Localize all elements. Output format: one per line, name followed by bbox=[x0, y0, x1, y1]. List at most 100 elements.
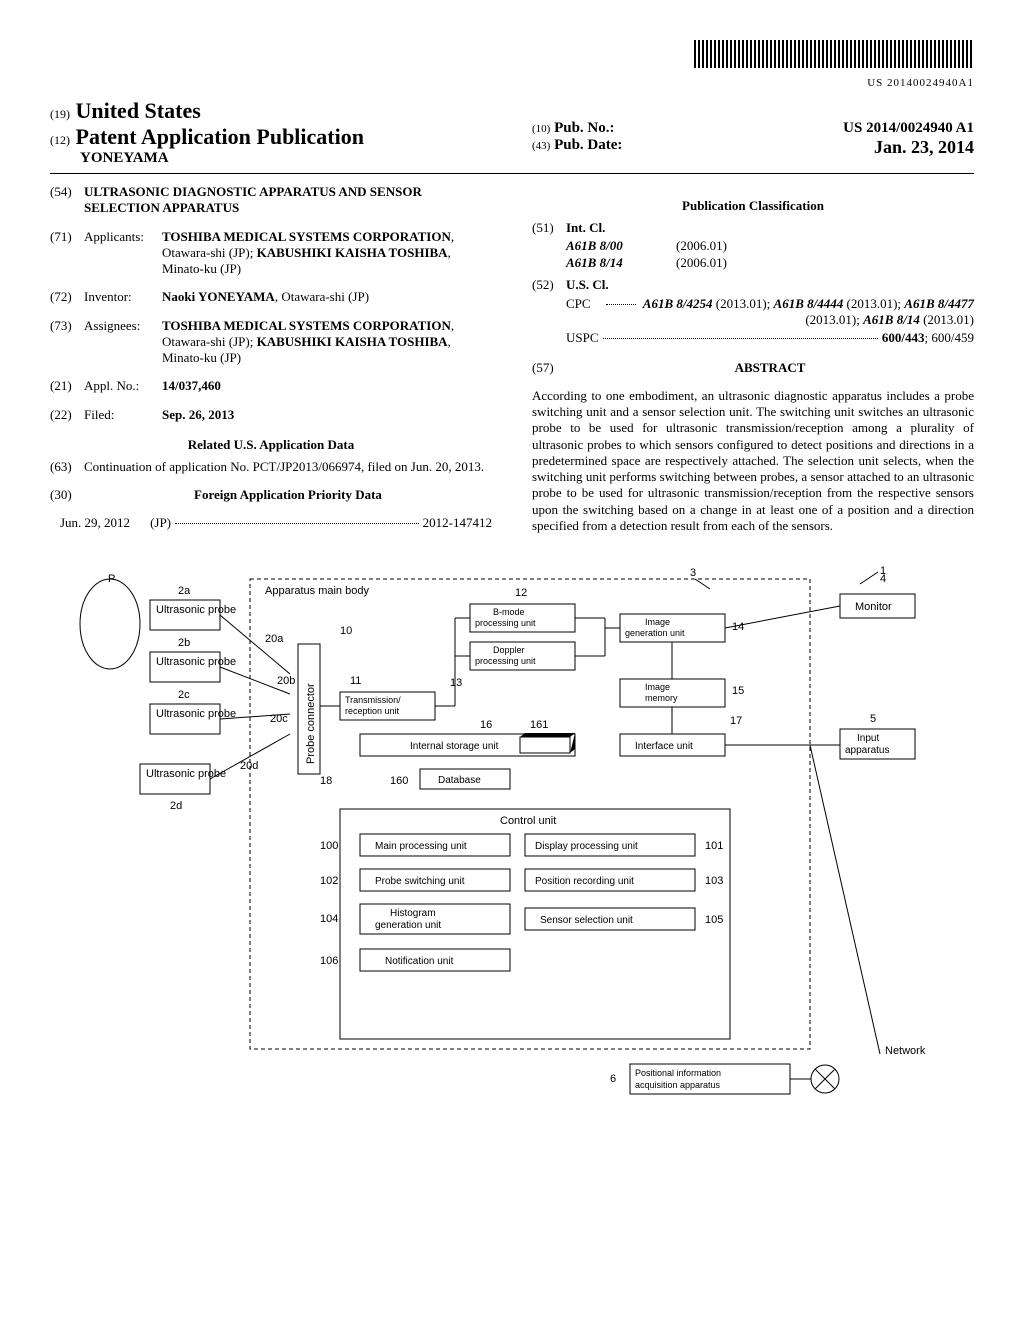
svg-text:20c: 20c bbox=[270, 713, 288, 725]
svg-text:17: 17 bbox=[730, 715, 742, 727]
svg-text:acquisition apparatus: acquisition apparatus bbox=[635, 1080, 721, 1090]
svg-text:Doppler: Doppler bbox=[493, 645, 525, 655]
svg-text:15: 15 bbox=[732, 685, 744, 697]
inventor-label: Inventor: bbox=[84, 289, 162, 305]
svg-text:101: 101 bbox=[705, 840, 723, 852]
filed: Sep. 26, 2013 bbox=[162, 407, 492, 423]
assignees-label: Assignees: bbox=[84, 318, 162, 367]
svg-text:12: 12 bbox=[515, 587, 527, 599]
svg-text:Position recording unit: Position recording unit bbox=[535, 876, 634, 887]
svg-text:Main processing unit: Main processing unit bbox=[375, 841, 467, 852]
svg-text:generation unit: generation unit bbox=[625, 628, 685, 638]
abstract-num: (57) bbox=[532, 360, 566, 376]
pubdate-line: (43) Pub. Date: Jan. 23, 2014 bbox=[532, 137, 974, 158]
divider bbox=[50, 173, 974, 174]
pubno-line: (10) Pub. No.: US 2014/0024940 A1 bbox=[532, 120, 974, 137]
intcl-num: (51) bbox=[532, 220, 566, 236]
invention-title: ULTRASONIC DIAGNOSTIC APPARATUS AND SENS… bbox=[84, 184, 492, 217]
intcl1-date: (2006.01) bbox=[676, 238, 727, 254]
intcl-label: Int. Cl. bbox=[566, 220, 974, 236]
pubno-label: Pub. No.: bbox=[554, 120, 614, 136]
figure-diagram: Apparatus main body P 2a Ultrasonic prob… bbox=[50, 564, 974, 1108]
svg-text:Ultrasonic probe: Ultrasonic probe bbox=[146, 768, 226, 780]
svg-text:Positional information: Positional information bbox=[635, 1068, 721, 1078]
inventor: Naoki YONEYAMA, Otawara-shi (JP) bbox=[162, 289, 492, 305]
svg-text:Apparatus main body: Apparatus main body bbox=[265, 585, 369, 597]
svg-text:2d: 2d bbox=[170, 800, 182, 812]
svg-text:Ultrasonic probe: Ultrasonic probe bbox=[156, 604, 236, 616]
svg-text:Notification unit: Notification unit bbox=[385, 956, 454, 967]
uscl-num: (52) bbox=[532, 277, 566, 293]
left-column: (54) ULTRASONIC DIAGNOSTIC APPARATUS AND… bbox=[50, 184, 492, 534]
svg-text:2b: 2b bbox=[178, 637, 190, 649]
svg-text:Image: Image bbox=[645, 617, 670, 627]
svg-text:Probe switching unit: Probe switching unit bbox=[375, 876, 465, 887]
svg-text:20d: 20d bbox=[240, 760, 258, 772]
cpc-line: CPC A61B 8/4254 (2013.01); A61B 8/4444 (… bbox=[532, 296, 974, 328]
svg-text:102: 102 bbox=[320, 875, 338, 887]
filed-label: Filed: bbox=[84, 407, 162, 423]
intcl2-code: A61B 8/14 bbox=[566, 255, 676, 271]
svg-text:106: 106 bbox=[320, 955, 338, 967]
svg-text:Ultrasonic probe: Ultrasonic probe bbox=[156, 708, 236, 720]
uspc-label: USPC bbox=[566, 330, 599, 346]
foreign-num: (30) bbox=[50, 487, 84, 503]
svg-text:13: 13 bbox=[450, 677, 462, 689]
pubno-prefix: (10) bbox=[532, 123, 550, 135]
svg-text:160: 160 bbox=[390, 775, 408, 787]
barcode-text: US 20140024940A1 bbox=[867, 77, 974, 89]
title-num: (54) bbox=[50, 184, 84, 217]
pub-type-line: (12) Patent Application Publication bbox=[50, 124, 492, 150]
svg-text:18: 18 bbox=[320, 775, 332, 787]
svg-text:reception unit: reception unit bbox=[345, 706, 400, 716]
svg-text:5: 5 bbox=[870, 713, 876, 725]
svg-text:10: 10 bbox=[340, 625, 352, 637]
svg-text:2a: 2a bbox=[178, 585, 191, 597]
country-line: (19) United States bbox=[50, 98, 492, 124]
svg-text:B-mode: B-mode bbox=[493, 607, 525, 617]
svg-text:P: P bbox=[108, 573, 115, 585]
filed-num: (22) bbox=[50, 407, 84, 423]
svg-text:Interface unit: Interface unit bbox=[635, 741, 693, 752]
country-prefix: (19) bbox=[50, 107, 70, 121]
related-heading: Related U.S. Application Data bbox=[50, 437, 492, 453]
foreign-heading: Foreign Application Priority Data bbox=[84, 487, 492, 503]
intcl2-date: (2006.01) bbox=[676, 255, 727, 271]
pubdate-label: Pub. Date: bbox=[554, 137, 622, 153]
svg-text:generation unit: generation unit bbox=[375, 920, 441, 931]
svg-text:1: 1 bbox=[880, 565, 886, 577]
barcode-graphic bbox=[694, 40, 974, 68]
svg-text:11: 11 bbox=[350, 675, 361, 687]
svg-text:Ultrasonic probe: Ultrasonic probe bbox=[156, 656, 236, 668]
author-line: YONEYAMA bbox=[50, 150, 492, 167]
applicants-num: (71) bbox=[50, 229, 84, 278]
svg-text:Sensor selection unit: Sensor selection unit bbox=[540, 915, 633, 926]
svg-text:100: 100 bbox=[320, 840, 338, 852]
svg-text:Monitor: Monitor bbox=[855, 601, 892, 613]
pubdate-prefix: (43) bbox=[532, 140, 550, 152]
abstract-text: According to one embodiment, an ultrason… bbox=[532, 388, 974, 534]
uscl-label: U.S. Cl. bbox=[566, 277, 974, 293]
svg-text:Transmission/: Transmission/ bbox=[345, 695, 401, 705]
cont-num: (63) bbox=[50, 459, 84, 475]
inventor-num: (72) bbox=[50, 289, 84, 305]
applno-num: (21) bbox=[50, 378, 84, 394]
svg-text:Image: Image bbox=[645, 682, 670, 692]
assignees: TOSHIBA MEDICAL SYSTEMS CORPORATION, Ota… bbox=[162, 318, 492, 367]
svg-text:Network: Network bbox=[885, 1045, 926, 1057]
continuation: Continuation of application No. PCT/JP20… bbox=[84, 459, 492, 475]
applicants-label: Applicants: bbox=[84, 229, 162, 278]
assignees-num: (73) bbox=[50, 318, 84, 367]
barcode-area: US 20140024940A1 bbox=[50, 40, 974, 90]
right-column: Publication Classification (51) Int. Cl.… bbox=[532, 184, 974, 534]
svg-text:20b: 20b bbox=[277, 675, 295, 687]
pubno-value: US 2014/0024940 A1 bbox=[843, 120, 974, 137]
svg-text:103: 103 bbox=[705, 875, 723, 887]
svg-text:104: 104 bbox=[320, 913, 338, 925]
svg-text:processing unit: processing unit bbox=[475, 618, 536, 628]
classification-heading: Publication Classification bbox=[532, 198, 974, 214]
svg-text:Input: Input bbox=[857, 733, 879, 744]
applno: 14/037,460 bbox=[162, 378, 492, 394]
uspc: 600/443; 600/459 bbox=[882, 330, 974, 346]
svg-text:Display processing unit: Display processing unit bbox=[535, 841, 638, 852]
